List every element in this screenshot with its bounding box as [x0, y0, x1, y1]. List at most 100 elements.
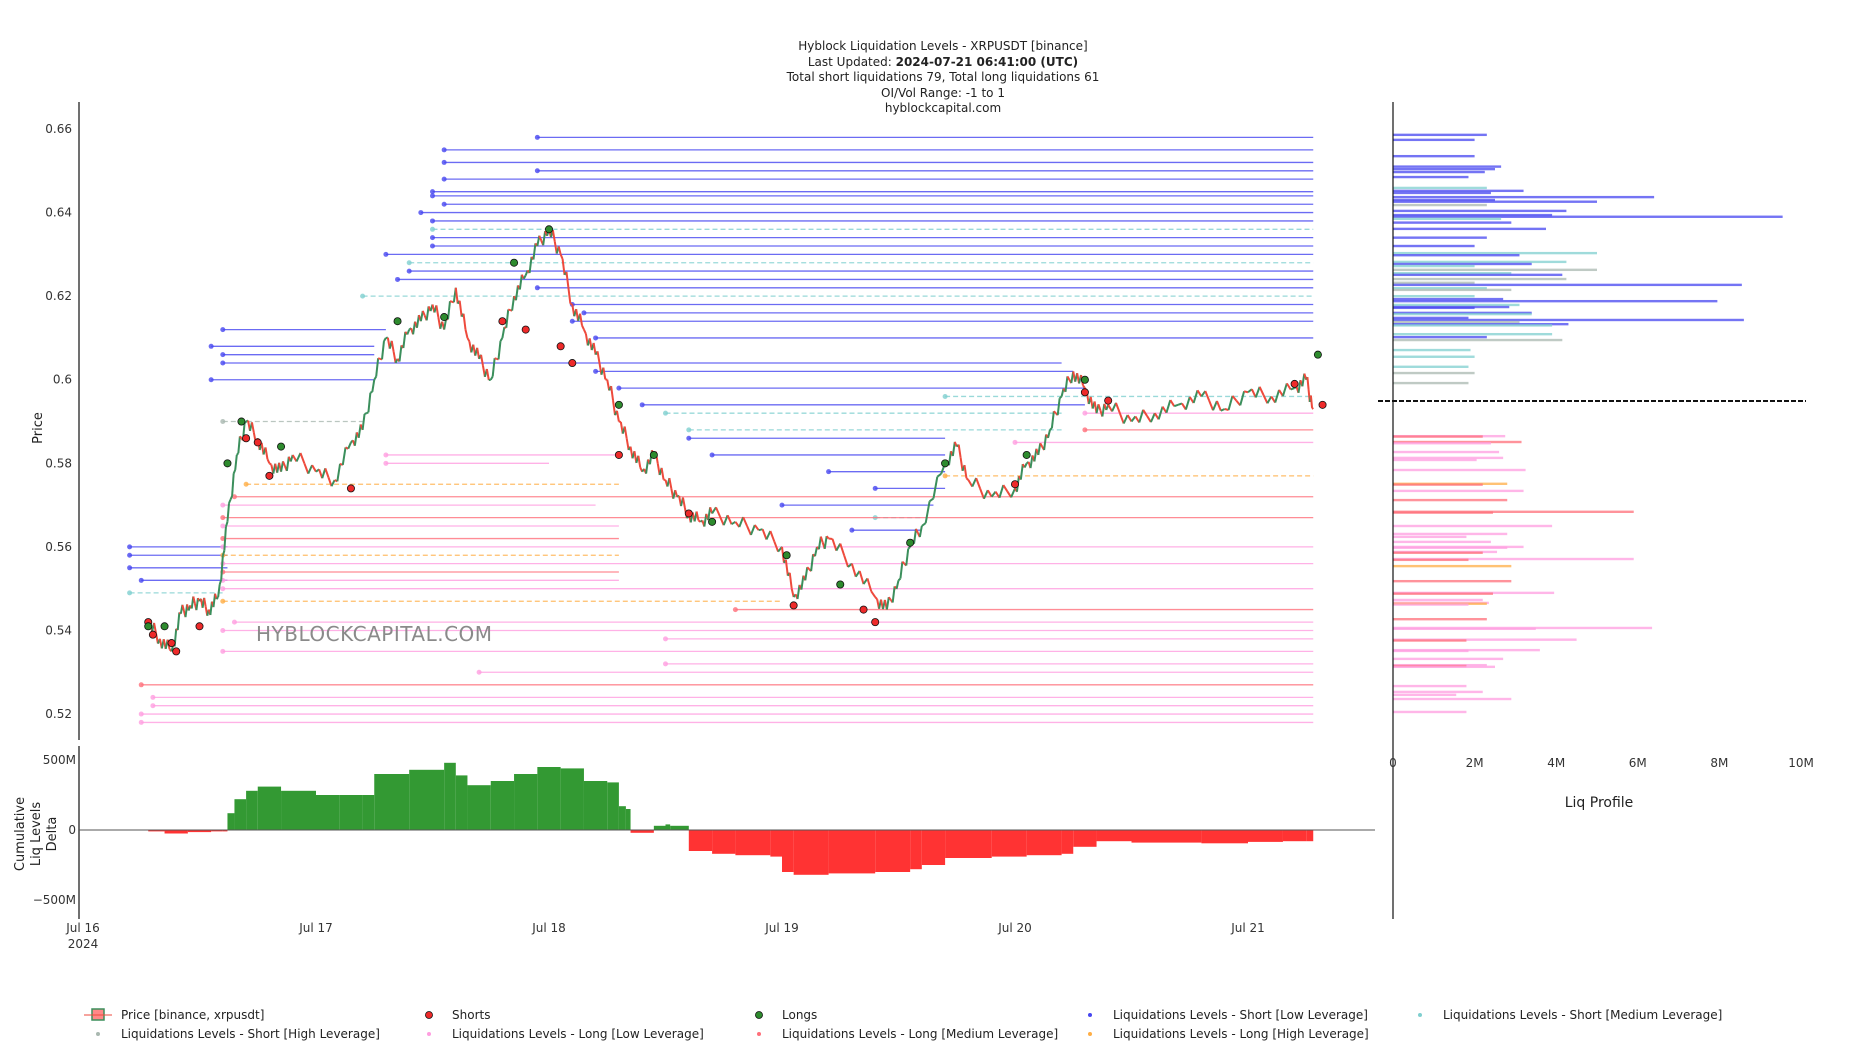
profile-bar-SH [1393, 278, 1566, 280]
price-segment-down [763, 529, 767, 539]
profile-bar-SL [1393, 245, 1475, 247]
profile-bar-LL [1393, 685, 1466, 687]
price-segment-up [512, 296, 514, 310]
profile-bar-SH [1393, 289, 1511, 291]
legend-item[interactable]: Liquidations Levels - Short [High Levera… [96, 1027, 380, 1041]
legend-label: Liquidations Levels - Short [Medium Leve… [1443, 1008, 1722, 1022]
delta-bar-negative [794, 830, 829, 875]
price-segment-down [508, 310, 510, 311]
price-segment-down [325, 468, 328, 477]
profile-tick-label: 6M [1629, 756, 1647, 770]
delta-bar-positive [666, 824, 671, 830]
delta-bar-negative [945, 830, 992, 858]
price-segment-up [811, 554, 813, 571]
price-segment-down [611, 386, 613, 400]
price-segment-up [218, 585, 220, 598]
price-segment-down [1287, 383, 1291, 389]
liquidation-totals: Total short liquidations 79, Total long … [786, 70, 1100, 84]
liq-level-start-dot [127, 553, 132, 558]
liq-level-start-dot [209, 344, 214, 349]
delta-bar-positive [670, 826, 689, 830]
liq-level-start-dot [407, 260, 412, 265]
time-tick-label: Jul 18 [531, 921, 566, 935]
liq-level-start-dot [593, 369, 598, 374]
delta-bar-positive [246, 791, 258, 830]
price-segment-down [561, 254, 563, 259]
delta-bar-negative [1306, 830, 1313, 841]
delta-bar-positive [433, 770, 445, 830]
price-segment-down [182, 605, 184, 611]
liq-level-start-dot [127, 544, 132, 549]
profile-bar-SH [1393, 269, 1597, 271]
liq-level-start-dot [442, 147, 447, 152]
profile-bar-SL [1393, 176, 1468, 178]
price-segment-up [815, 547, 817, 556]
last-updated-value: 2024-07-21 06:41:00 (UTC) [896, 55, 1079, 69]
price-segment-up [1291, 388, 1295, 389]
delta-bar-negative [829, 830, 876, 873]
price-segment-up [920, 526, 922, 537]
delta-bar-negative [770, 830, 782, 857]
time-tick-year: 2024 [68, 937, 99, 951]
legend-item[interactable]: Price [binance, xrpusdt] [84, 1008, 264, 1022]
liq-level-start-dot [360, 294, 365, 299]
price-segment-down [697, 512, 699, 521]
profile-bar-SH [1393, 204, 1487, 206]
price-segment-up [337, 464, 340, 482]
price-segment-up [914, 529, 916, 544]
delta-bar-positive [374, 774, 409, 830]
price-segment-down [467, 338, 469, 341]
liq-level-start-dot [780, 503, 785, 508]
delta-axis-title-line2: Liq Levels [29, 802, 44, 867]
legend-item[interactable]: Liquidations Levels - Long [Medium Lever… [757, 1027, 1058, 1041]
profile-bar-LL [1393, 603, 1468, 605]
legend-item[interactable]: Liquidations Levels - Short [Medium Leve… [1418, 1008, 1722, 1022]
liq-level-start-dot [873, 486, 878, 491]
delta-tick-label: 500M [43, 753, 76, 767]
oi-vol-range: OI/Vol Range: -1 to 1 [881, 86, 1005, 100]
delta-bar-negative [1248, 830, 1283, 842]
legend-item[interactable]: Liquidations Levels - Short [Low Leverag… [1088, 1008, 1368, 1022]
liq-level-start-dot [383, 452, 388, 457]
price-segment-up [287, 457, 289, 471]
liq-level-start-dot [383, 252, 388, 257]
profile-bar-SH [1393, 339, 1562, 341]
title-line: Hyblock Liquidation Levels - XRPUSDT [bi… [798, 39, 1087, 53]
time-tick-label: Jul 20 [997, 921, 1032, 935]
long-liquidation-marker [238, 418, 245, 425]
profile-bar-SM [1393, 349, 1471, 351]
profile-bar-LL [1393, 547, 1507, 549]
price-segment-up [493, 358, 495, 376]
price-segment-down [871, 591, 875, 597]
profile-bar-SH [1393, 321, 1519, 323]
profile-bar-LH [1393, 565, 1511, 567]
profile-bar-LL [1393, 490, 1524, 492]
legend-item[interactable]: Liquidations Levels - Long [High Leverag… [1088, 1027, 1369, 1041]
legend-item[interactable]: Shorts [426, 1008, 491, 1022]
profile-bar-SM [1393, 187, 1487, 189]
price-segment-up [897, 580, 899, 589]
delta-area [148, 763, 1313, 875]
delta-bar-negative [1097, 830, 1132, 841]
price-segment-up [407, 330, 409, 335]
liquidation-markers [145, 226, 1327, 655]
legend-item[interactable]: Liquidations Levels - Long [Low Leverage… [427, 1027, 704, 1041]
short-liquidation-marker [1105, 397, 1112, 404]
price-segment-down [566, 272, 568, 288]
liq-level-start-dot [395, 277, 400, 282]
liq-level-start-dot [418, 210, 423, 215]
watermark: HYBLOCKCAPITAL.COM [256, 622, 493, 646]
profile-tick-label: 8M [1710, 756, 1728, 770]
long-liquidation-marker [942, 460, 949, 467]
price-segment-down [594, 343, 596, 355]
delta-axis-title: Cumulative Liq Levels Delta [13, 797, 60, 871]
price-segment-down [563, 259, 565, 275]
legend-label: Liquidations Levels - Long [Low Leverage… [452, 1027, 704, 1041]
delta-bar-positive [234, 799, 246, 830]
legend-item[interactable]: Longs [756, 1008, 818, 1022]
profile-bar-LL [1393, 711, 1466, 713]
liq-level-start-dot [244, 482, 249, 487]
price-segment-down [1098, 404, 1100, 410]
legend-level-marker [96, 1032, 100, 1036]
short-liquidation-marker [685, 510, 692, 517]
